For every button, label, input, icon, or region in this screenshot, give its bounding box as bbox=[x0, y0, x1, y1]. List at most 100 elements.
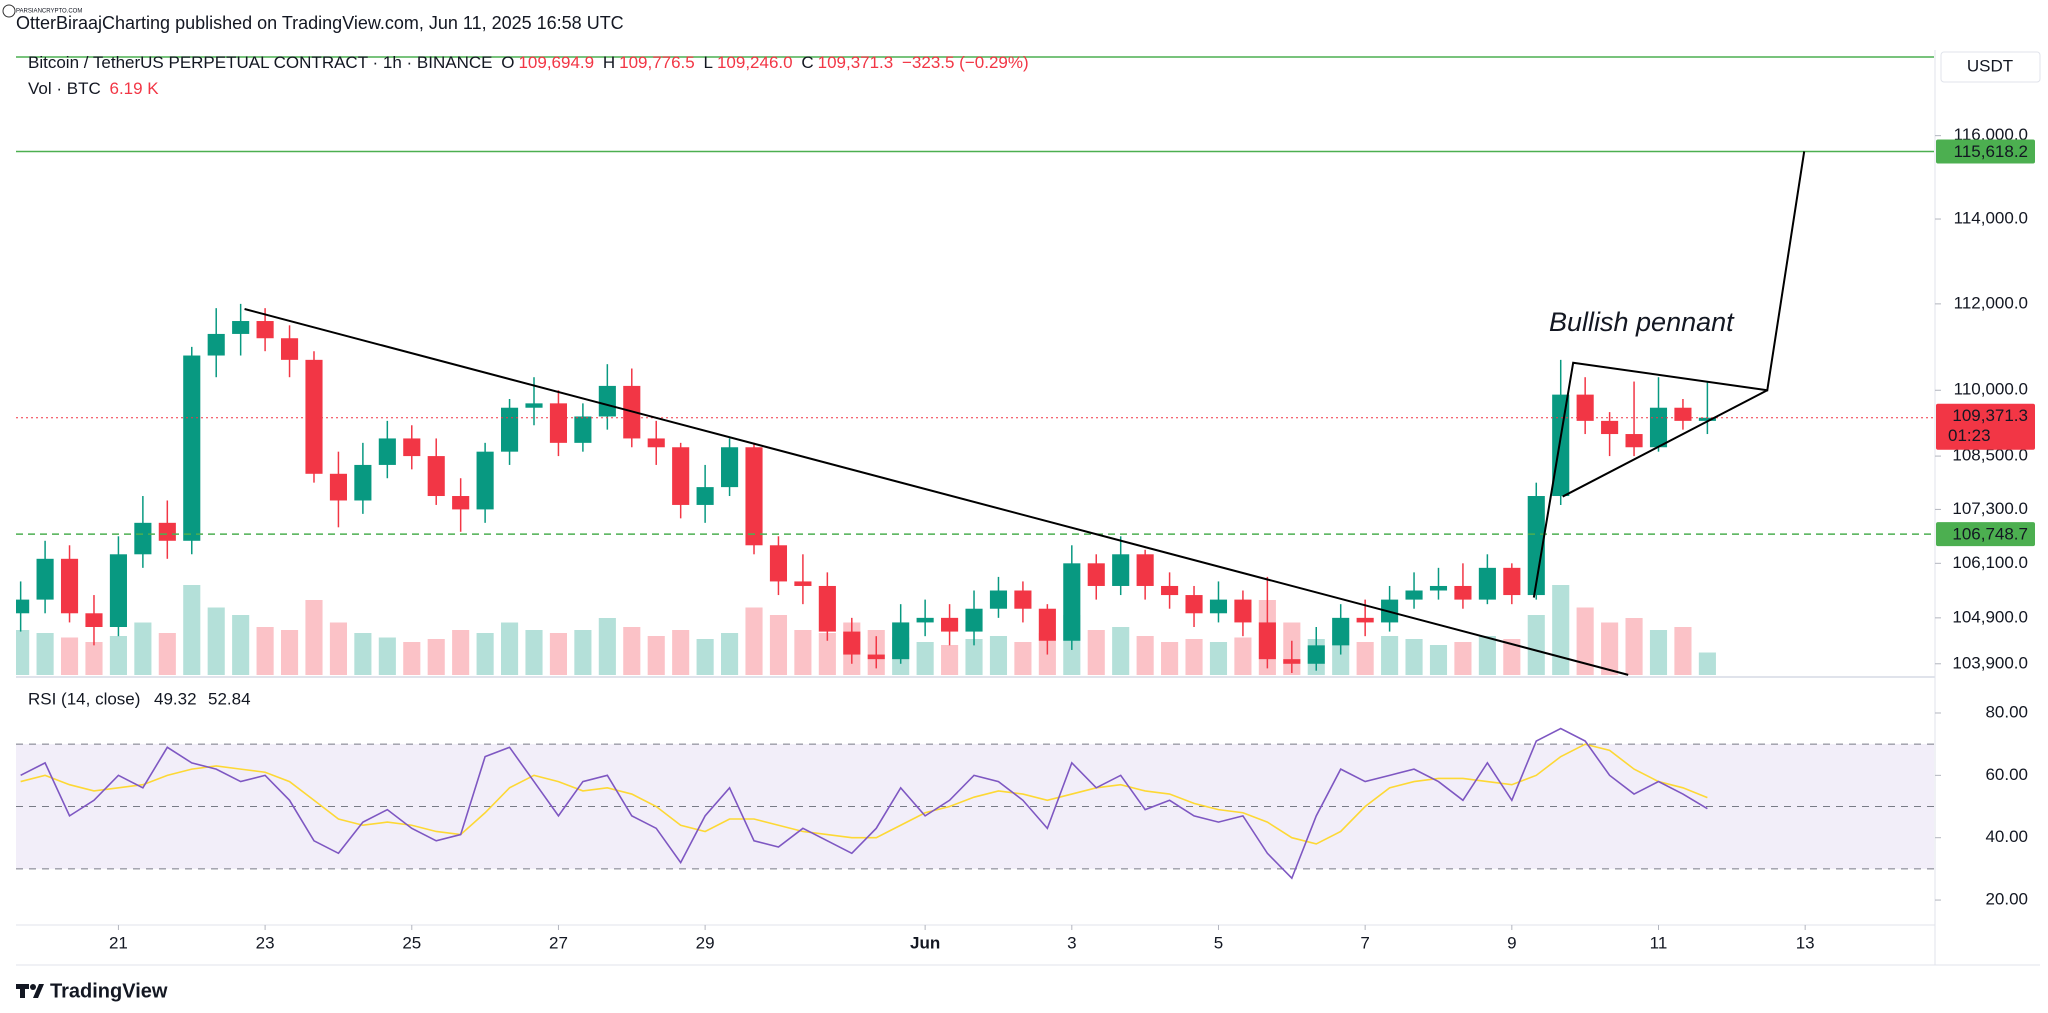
volume-bar bbox=[1674, 627, 1692, 675]
volume-bar bbox=[769, 615, 788, 675]
candle-body bbox=[1112, 554, 1130, 586]
volume-bar bbox=[1112, 627, 1130, 675]
x-tick-label: 5 bbox=[1214, 933, 1223, 952]
volume-bar bbox=[1136, 636, 1154, 675]
watermark-icon bbox=[2, 4, 16, 18]
y-tick-label: 104,900.0 bbox=[1952, 607, 2028, 626]
x-tick-label: 27 bbox=[549, 933, 568, 952]
watermark: PARSIANCRYPTO.COM bbox=[16, 9, 82, 15]
candle-body bbox=[1527, 496, 1545, 596]
volume-bar bbox=[354, 633, 372, 675]
volume-bar bbox=[305, 600, 323, 675]
rsi-band bbox=[16, 744, 1934, 869]
logo-part bbox=[33, 984, 44, 998]
volume-bar bbox=[256, 627, 274, 675]
volume-bar bbox=[1209, 642, 1228, 675]
symbol: Bitcoin / TetherUS PERPETUAL CONTRACT · … bbox=[28, 53, 493, 72]
candle-body bbox=[525, 403, 543, 408]
trend-line bbox=[1532, 151, 1806, 598]
volume-bar bbox=[696, 639, 714, 675]
rsi-line bbox=[20, 727, 1708, 880]
candle-body bbox=[1601, 420, 1619, 435]
candle-body bbox=[134, 522, 152, 555]
volume-bar bbox=[183, 585, 201, 675]
candle-body bbox=[549, 403, 568, 443]
candle-body bbox=[60, 558, 79, 614]
candle-body bbox=[403, 438, 421, 457]
volume-bar bbox=[647, 636, 665, 675]
o-value: 109,694.9 bbox=[518, 53, 595, 72]
candle-body bbox=[85, 613, 103, 628]
candle-body bbox=[501, 407, 519, 452]
footer-brand: TradingView bbox=[50, 980, 168, 1002]
candle-body bbox=[818, 585, 836, 632]
volume-bar bbox=[1185, 639, 1203, 675]
x-tick-label: 11 bbox=[1650, 933, 1668, 952]
volume-bar bbox=[1698, 652, 1716, 675]
volume-bar bbox=[232, 615, 250, 675]
y-tick-label: 110,000.0 bbox=[1954, 380, 2028, 399]
x-tick-label: 25 bbox=[402, 933, 421, 952]
plot bbox=[16, 303, 1716, 675]
candle-body bbox=[1209, 599, 1228, 614]
vol-value: 6.19 K bbox=[109, 79, 159, 98]
candle-body bbox=[158, 522, 176, 541]
volume-bar bbox=[1527, 615, 1545, 675]
volume-bar bbox=[1356, 642, 1374, 675]
volume-bar bbox=[476, 633, 494, 675]
candle-body bbox=[1478, 567, 1496, 600]
candle-body bbox=[745, 447, 763, 546]
candle-body bbox=[1161, 585, 1179, 596]
volume-bar bbox=[794, 630, 812, 675]
volume-bar bbox=[721, 633, 739, 675]
volume-bar bbox=[1601, 622, 1619, 675]
volume-bar bbox=[1381, 636, 1399, 675]
candle-body bbox=[598, 385, 616, 417]
x-tick-label: 7 bbox=[1360, 933, 1369, 952]
candle-body bbox=[305, 359, 323, 474]
x-tick-label: Jun bbox=[910, 933, 940, 952]
y-tick-label: 112,000.0 bbox=[1954, 293, 2028, 312]
countdown: 01:23 bbox=[1948, 426, 1991, 445]
volume-bar bbox=[134, 622, 152, 675]
volume-bar bbox=[1087, 630, 1105, 675]
volume-bar bbox=[1649, 630, 1668, 675]
level-label: 115,618.2 bbox=[1954, 142, 2028, 161]
candle-body bbox=[183, 355, 201, 541]
candle-body bbox=[1552, 394, 1570, 497]
volume-bar bbox=[109, 636, 127, 675]
volume-bar bbox=[1014, 642, 1032, 675]
candle-body bbox=[232, 321, 250, 334]
volume-bar bbox=[598, 618, 616, 675]
candle-body bbox=[867, 654, 885, 660]
candle-body bbox=[256, 321, 274, 339]
level-badge bbox=[1936, 139, 2035, 164]
candle-body bbox=[1258, 622, 1276, 660]
candle-body bbox=[1307, 645, 1325, 664]
l-label: L bbox=[703, 53, 713, 72]
candle-body bbox=[647, 438, 665, 448]
volume-bar bbox=[745, 607, 763, 675]
y-tick-label: 103,900.0 bbox=[1952, 653, 2028, 672]
candle-body bbox=[1454, 585, 1472, 600]
candle-body bbox=[794, 581, 812, 586]
x-tick-label: 21 bbox=[109, 933, 128, 952]
candle-body bbox=[16, 599, 30, 614]
volume-bar bbox=[1161, 642, 1179, 675]
trend-line bbox=[1562, 389, 1768, 498]
h-label: H bbox=[602, 53, 616, 72]
candle-body bbox=[207, 333, 225, 356]
currency-box bbox=[1940, 51, 2041, 83]
volume-bar bbox=[36, 633, 54, 675]
candle-body bbox=[672, 447, 690, 505]
h-value: 109,776.5 bbox=[619, 53, 695, 72]
logo-part bbox=[30, 984, 36, 990]
x-tick-label: 29 bbox=[696, 933, 715, 952]
candle-body bbox=[965, 608, 983, 632]
volume-bar bbox=[1454, 642, 1472, 675]
volume-bar bbox=[403, 642, 421, 675]
c-label: C bbox=[801, 53, 814, 72]
volume-bar bbox=[329, 622, 347, 675]
y-tick-label: 80.00 bbox=[1985, 702, 2028, 721]
